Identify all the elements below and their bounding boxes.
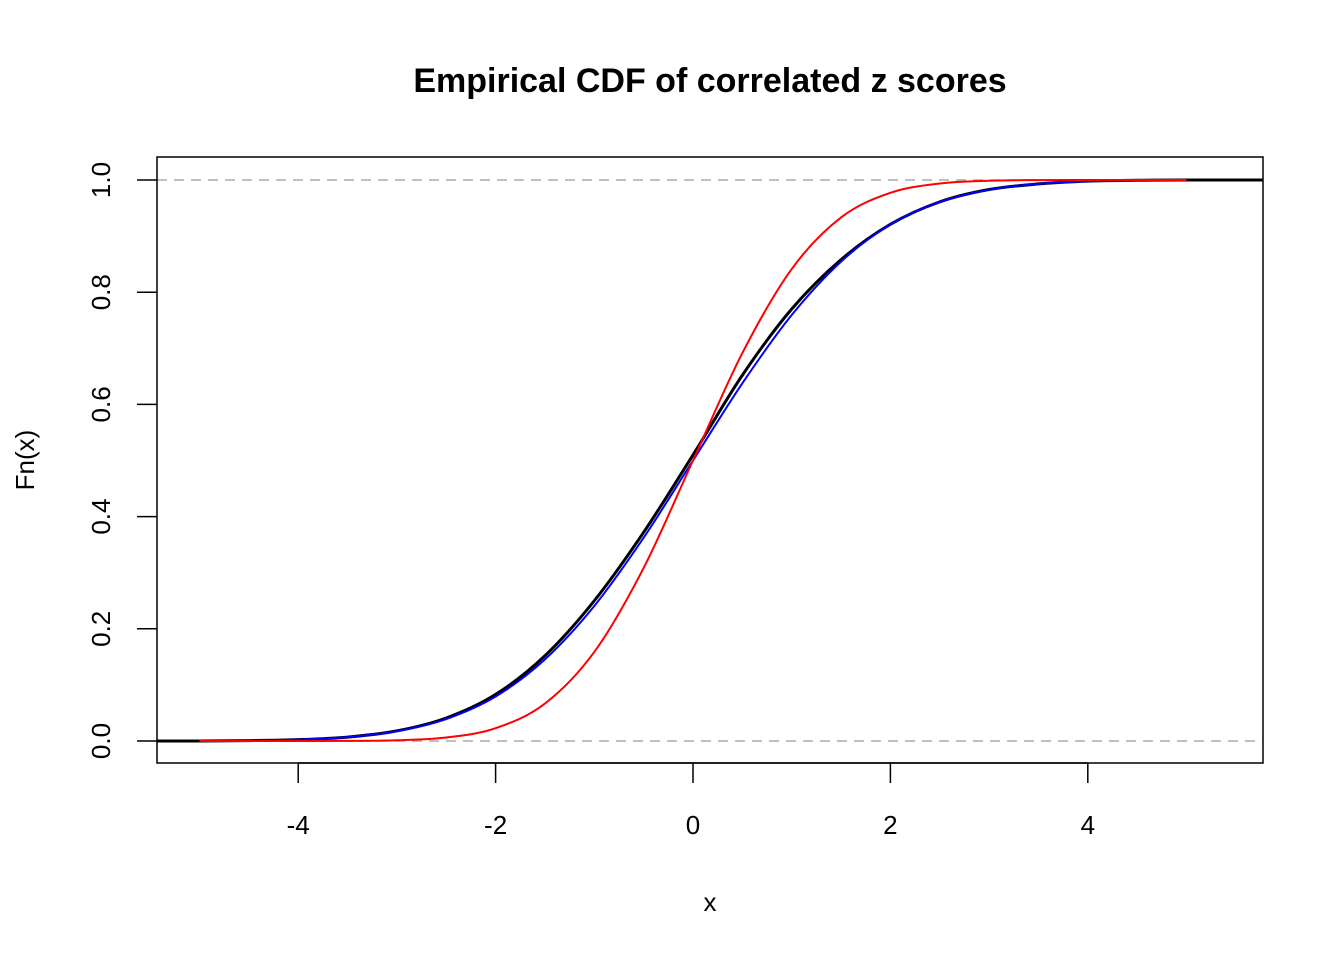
chart-title: Empirical CDF of correlated z scores [413, 62, 1006, 100]
x-tick-label: 0 [686, 810, 700, 840]
series-group [157, 178, 1263, 743]
y-tick-label: 1.0 [86, 162, 116, 198]
x-axis: -4 -2 0 2 4 [287, 762, 1095, 840]
x-tick-label: -4 [287, 810, 310, 840]
y-axis-label: Fn(x) [10, 430, 40, 491]
y-tick-label: 0.6 [86, 386, 116, 422]
plot-frame [156, 156, 1264, 764]
y-tick-label: 0.2 [86, 611, 116, 647]
x-tick-label: -2 [484, 810, 507, 840]
x-axis-label: x [704, 887, 717, 917]
y-tick-label: 0.8 [86, 274, 116, 310]
x-tick-label: 2 [883, 810, 897, 840]
y-tick-label: 0.0 [86, 723, 116, 759]
reference-lines [157, 179, 1263, 742]
y-axis: 0.0 0.2 0.4 0.6 0.8 1.0 [86, 162, 157, 759]
x-tick-label: 4 [1081, 810, 1095, 840]
series-line-0 [157, 178, 1263, 743]
y-tick-label: 0.4 [86, 499, 116, 535]
series-line-2 [199, 178, 1187, 743]
